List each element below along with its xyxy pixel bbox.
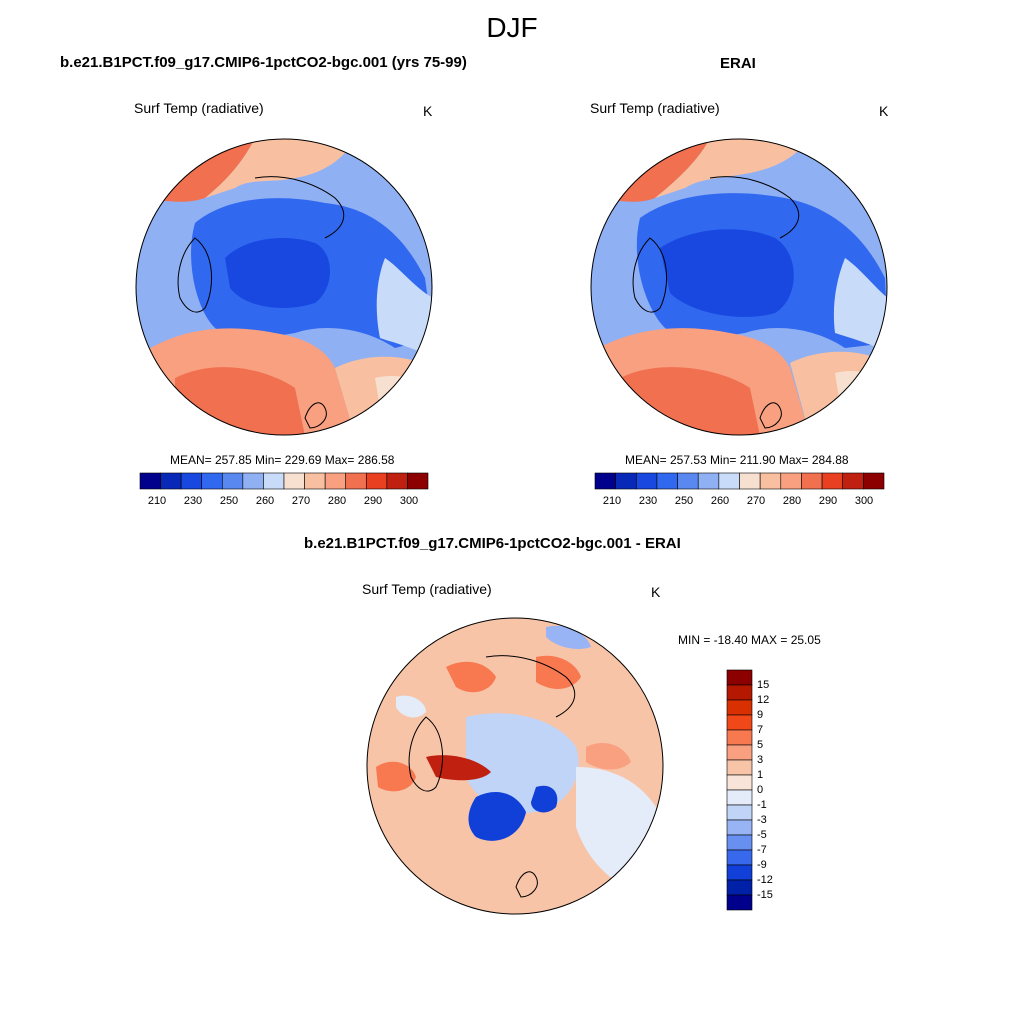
colorbar-swatch [842, 472, 864, 490]
model-units-label: K [423, 103, 433, 119]
diff-cbar-tick: 1 [757, 769, 764, 781]
obs-cbar-tick: 290 [818, 495, 838, 507]
colorbar-swatch [407, 472, 429, 490]
colorbar-swatch [726, 774, 753, 791]
colorbar-swatch [139, 472, 161, 490]
colorbar-swatch [263, 472, 285, 490]
diff-colorbar [726, 669, 753, 911]
diff-cbar-tick: 5 [757, 739, 764, 751]
colorbar-swatch [726, 789, 753, 806]
colorbar-swatch [726, 879, 753, 896]
colorbar-swatch [283, 472, 305, 490]
obs-colorbar-labels: 210 230 250 260 270 280 290 300 [595, 495, 884, 509]
colorbar-swatch [345, 472, 367, 490]
obs-cbar-tick: 260 [710, 495, 730, 507]
diff-stats: MIN = -18.40 MAX = 25.05 [678, 633, 821, 647]
colorbar-swatch [726, 744, 753, 761]
colorbar-swatch [677, 472, 699, 490]
diff-polar-map [366, 617, 664, 915]
colorbar-swatch [726, 684, 753, 701]
diff-cbar-tick: -12 [757, 874, 773, 886]
colorbar-swatch [739, 472, 761, 490]
colorbar-swatch [726, 819, 753, 836]
model-colorbar [139, 472, 429, 490]
diff-cbar-tick: -3 [757, 814, 767, 826]
colorbar-swatch [180, 472, 203, 490]
colorbar-swatch [801, 472, 823, 490]
colorbar-swatch [759, 472, 782, 490]
colorbar-swatch [386, 472, 408, 490]
diff-cbar-tick: 0 [757, 784, 764, 796]
model-cbar-tick: 280 [327, 495, 347, 507]
diff-cbar-tick: -15 [757, 889, 773, 901]
colorbar-swatch [726, 834, 753, 851]
diff-cbar-tick: 7 [757, 724, 764, 736]
colorbar-swatch [726, 669, 753, 686]
model-cbar-tick: 260 [255, 495, 275, 507]
diff-cbar-tick: -1 [757, 799, 767, 811]
model-cbar-tick: 290 [363, 495, 383, 507]
colorbar-swatch [718, 472, 740, 490]
colorbar-swatch [726, 729, 753, 746]
colorbar-swatch [635, 472, 658, 490]
diff-cbar-tick: 9 [757, 709, 764, 721]
obs-cbar-tick: 280 [782, 495, 802, 507]
colorbar-swatch [726, 894, 753, 911]
model-cbar-tick: 250 [219, 495, 239, 507]
obs-variable-label: Surf Temp (radiative) [590, 100, 720, 116]
obs-colorbar [594, 472, 885, 490]
colorbar-swatch [594, 472, 616, 490]
obs-cbar-tick: 230 [638, 495, 658, 507]
diff-panel-title: b.e21.B1PCT.f09_g17.CMIP6-1pctCO2-bgc.00… [304, 535, 681, 552]
obs-panel-title: ERAI [720, 55, 756, 72]
colorbar-swatch [160, 472, 182, 490]
colorbar-swatch [697, 472, 720, 490]
model-cbar-tick: 270 [291, 495, 311, 507]
colorbar-swatch [726, 714, 753, 731]
model-cbar-tick: 300 [399, 495, 419, 507]
colorbar-swatch [201, 472, 223, 490]
diff-cbar-tick: -9 [757, 859, 767, 871]
colorbar-swatch [726, 759, 753, 776]
colorbar-swatch [726, 864, 753, 881]
model-panel-title: b.e21.B1PCT.f09_g17.CMIP6-1pctCO2-bgc.00… [60, 54, 467, 71]
diff-cbar-tick: 12 [757, 694, 770, 706]
diff-cbar-tick: -7 [757, 844, 767, 856]
diff-variable-label: Surf Temp (radiative) [362, 581, 492, 597]
model-cbar-tick: 210 [147, 495, 167, 507]
colorbar-swatch [656, 472, 678, 490]
model-cbar-tick: 230 [183, 495, 203, 507]
obs-cbar-tick: 270 [746, 495, 766, 507]
obs-cbar-tick: 250 [674, 495, 694, 507]
diff-cbar-tick: 15 [757, 679, 770, 691]
colorbar-swatch [726, 699, 753, 716]
obs-stats: MEAN= 257.53 Min= 211.90 Max= 284.88 [625, 453, 849, 467]
colorbar-swatch [821, 472, 844, 490]
obs-units-label: K [879, 103, 889, 119]
colorbar-swatch [221, 472, 244, 490]
model-colorbar-labels: 210 230 250 260 270 280 290 300 [140, 495, 428, 509]
obs-polar-map [590, 138, 888, 436]
colorbar-swatch [365, 472, 388, 490]
season-title: DJF [486, 12, 538, 43]
colorbar-swatch [242, 472, 264, 490]
diff-cbar-tick: -5 [757, 829, 767, 841]
model-stats: MEAN= 257.85 Min= 229.69 Max= 286.58 [170, 453, 395, 467]
diff-units-label: K [651, 584, 661, 600]
obs-cbar-tick: 300 [854, 495, 874, 507]
colorbar-swatch [780, 472, 802, 490]
colorbar-swatch [726, 849, 753, 866]
diff-cbar-tick: 3 [757, 754, 764, 766]
diff-colorbar-labels: 15 12 9 7 5 3 1 0 -1 -3 -5 -7 -9 -12 -15 [757, 670, 797, 910]
colorbar-swatch [304, 472, 326, 490]
colorbar-swatch [726, 804, 753, 821]
model-variable-label: Surf Temp (radiative) [134, 100, 264, 116]
model-polar-map [135, 138, 433, 436]
colorbar-swatch [863, 472, 885, 490]
colorbar-swatch [615, 472, 637, 490]
colorbar-swatch [324, 472, 347, 490]
obs-cbar-tick: 210 [602, 495, 622, 507]
